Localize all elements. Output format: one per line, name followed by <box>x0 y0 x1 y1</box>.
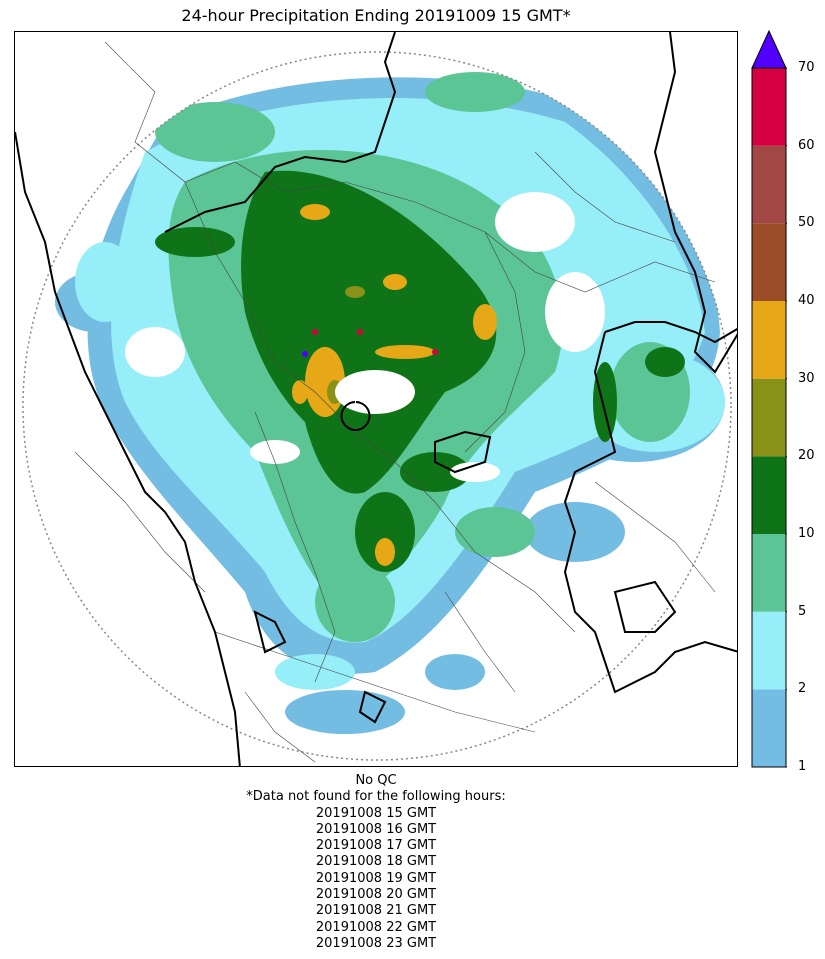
colorbar-segment <box>752 378 786 457</box>
missing-hour-item: 20191008 16 GMT <box>315 821 437 837</box>
missing-data-note: *Data not found for the following hours: <box>246 789 506 805</box>
colorbar-segment <box>752 456 786 534</box>
radar-range-circle <box>22 51 732 761</box>
missing-hour-item: 20191008 19 GMT <box>315 870 437 886</box>
colorbar-tick-label: 40 <box>798 293 815 308</box>
colorbar-segment <box>752 611 786 690</box>
missing-hour-item: 20191008 20 GMT <box>315 887 437 903</box>
precipitation-map <box>14 31 738 767</box>
qc-status: No QC <box>355 773 397 788</box>
state-boundaries <box>15 32 737 766</box>
colorbar-segment <box>752 145 786 224</box>
footer-notes: No QC *Data not found for the following … <box>0 773 752 952</box>
missing-hour-item: 20191008 15 GMT <box>315 805 437 821</box>
precipitation-field <box>55 72 725 734</box>
missing-hour-item: 20191008 17 GMT <box>315 838 437 854</box>
colorbar-tick-label: 50 <box>798 215 815 231</box>
colorbar-segment <box>752 223 786 301</box>
colorbar-segment <box>752 534 786 612</box>
missing-hour-item: 20191008 21 GMT <box>315 903 437 919</box>
colorbar-tick-label: 20 <box>798 448 815 464</box>
missing-hour-item: 20191008 18 GMT <box>315 854 437 870</box>
precipitation-colorbar <box>751 30 787 768</box>
colorbar-tick-label: 10 <box>798 526 815 541</box>
colorbar-tick-label: 2 <box>798 681 807 697</box>
colorbar-segment <box>752 689 786 767</box>
map-title: 24-hour Precipitation Ending 20191009 15… <box>181 6 571 25</box>
colorbar-tick-label: 1 <box>798 759 807 774</box>
missing-hours-list: 20191008 15 GMT 20191008 16 GMT 20191008 1… <box>0 806 752 953</box>
colorbar-tick-label: 70 <box>798 60 815 75</box>
colorbar-segment <box>752 68 786 146</box>
colorbar-tick-label: 60 <box>798 137 815 153</box>
missing-hour-item: 20191008 23 GMT <box>315 935 437 951</box>
colorbar-tick-label: 5 <box>798 603 807 619</box>
colorbar-segment <box>752 301 786 379</box>
colorbar-border <box>751 67 787 768</box>
missing-hour-item: 20191008 22 GMT <box>315 919 437 935</box>
colorbar-tick-label: 30 <box>798 370 815 386</box>
colorbar-overflow-triangle <box>751 30 787 69</box>
